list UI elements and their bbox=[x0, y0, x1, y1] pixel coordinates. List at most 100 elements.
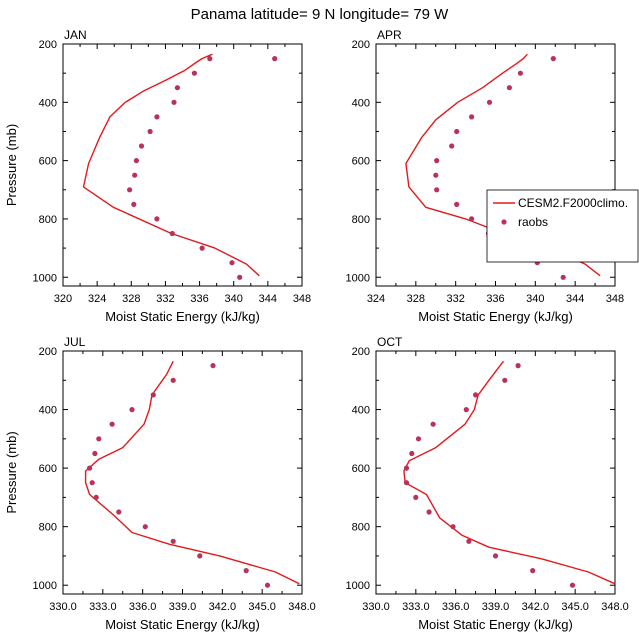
x-tick-label: 348 bbox=[293, 293, 311, 305]
raobs-point bbox=[454, 201, 460, 207]
x-tick-label: 324 bbox=[367, 293, 385, 305]
plot-frame bbox=[62, 350, 303, 595]
y-tick-label: 200 bbox=[39, 346, 57, 358]
raobs-point bbox=[116, 509, 122, 515]
legend: CESM2.F2000climo. raobs bbox=[486, 189, 639, 263]
raobs-point bbox=[210, 363, 216, 369]
raobs-point bbox=[174, 85, 180, 91]
raobs-point bbox=[197, 553, 203, 559]
x-axis-label: Moist Static Energy (kJ/kg) bbox=[418, 617, 573, 632]
raobs-point bbox=[133, 158, 139, 164]
panel-jan: JAN 320 324 328 332 336 340 344 348 200 400 600 800 1… bbox=[4, 28, 311, 324]
raobs-point bbox=[207, 56, 213, 62]
raobs-point bbox=[530, 568, 536, 574]
raobs-point bbox=[243, 568, 249, 574]
x-tick-label: 344 bbox=[259, 293, 277, 305]
raobs-point bbox=[138, 143, 145, 149]
y-tick-label: 200 bbox=[352, 39, 370, 51]
raobs-point bbox=[463, 407, 469, 413]
raobs-point bbox=[89, 480, 95, 486]
y-tick-label: 1000 bbox=[33, 580, 57, 592]
x-axis-label: Moist Static Energy (kJ/kg) bbox=[105, 309, 260, 324]
panel-apr: APR 324 328 332 336 340 344 348 200 400 600 800 1000… bbox=[346, 28, 625, 324]
x-tick-label: 342.0 bbox=[522, 601, 550, 613]
y-tick-label: 600 bbox=[352, 156, 370, 168]
x-tick-label: 345.0 bbox=[248, 601, 276, 613]
raobs-point bbox=[506, 85, 512, 91]
raobs-point bbox=[515, 363, 521, 369]
raobs-point bbox=[469, 114, 475, 120]
x-tick-label: 328 bbox=[407, 293, 425, 305]
model-profile-line bbox=[82, 53, 260, 277]
raobs-point bbox=[264, 582, 271, 588]
x-tick-label: 336 bbox=[190, 293, 208, 305]
raobs-point bbox=[466, 538, 472, 544]
y-tick-label: 400 bbox=[352, 405, 370, 417]
raobs-point bbox=[560, 274, 566, 280]
y-tick-label: 400 bbox=[39, 405, 57, 417]
raobs-point bbox=[170, 377, 176, 383]
raobs-point bbox=[92, 450, 98, 457]
raobs-point bbox=[150, 392, 156, 398]
y-tick-label: 400 bbox=[352, 97, 370, 109]
x-tick-label: 340 bbox=[225, 293, 243, 305]
raobs-point bbox=[403, 465, 410, 471]
legend-obs-swatch bbox=[501, 219, 507, 225]
legend-model-label: CESM2.F2000climo. bbox=[518, 196, 628, 210]
raobs-point bbox=[413, 494, 419, 500]
raobs-point bbox=[469, 216, 475, 222]
legend-box bbox=[486, 189, 639, 263]
y-tick-label: 600 bbox=[39, 463, 57, 475]
x-tick-label: 339.0 bbox=[169, 601, 197, 613]
panel-label: JUL bbox=[64, 335, 86, 349]
panel-jul: JUL 330.0 333.0 336.0 339.0 342.0 345.0 348.0 20… bbox=[4, 335, 316, 632]
raobs-point bbox=[403, 480, 410, 486]
panels: JAN 320 324 328 332 336 340 344 348 200 400 600 800 1… bbox=[4, 28, 629, 632]
raobs-point bbox=[486, 99, 493, 105]
raobs-point bbox=[237, 274, 243, 280]
raobs-point bbox=[433, 172, 439, 178]
y-tick-label: 600 bbox=[39, 156, 57, 168]
raobs-point bbox=[492, 553, 499, 559]
raobs-point bbox=[87, 465, 93, 471]
raobs-point bbox=[142, 524, 148, 530]
x-tick-label: 336.0 bbox=[129, 601, 157, 613]
model-profile-line bbox=[403, 360, 616, 585]
raobs-point bbox=[127, 187, 133, 193]
raobs-point bbox=[171, 99, 177, 105]
raobs-point bbox=[415, 436, 422, 442]
panel-oct: OCT 330.0 333.0 336.0 339.0 342.0 345.0 348.0 20… bbox=[346, 335, 629, 632]
raobs-point bbox=[147, 128, 153, 135]
x-tick-label: 348.0 bbox=[288, 601, 316, 613]
raobs-point bbox=[129, 407, 135, 413]
y-axis-label: Pressure (mb) bbox=[4, 124, 19, 206]
x-tick-label: 328 bbox=[122, 293, 140, 305]
raobs-point bbox=[426, 509, 432, 515]
raobs-point bbox=[517, 70, 524, 76]
raobs-point bbox=[96, 436, 102, 442]
y-tick-label: 800 bbox=[352, 214, 370, 226]
x-tick-label: 332 bbox=[446, 293, 464, 305]
x-tick-label: 336.0 bbox=[442, 601, 470, 613]
raobs-point bbox=[199, 245, 205, 251]
panel-label: OCT bbox=[377, 335, 403, 349]
panel-label: JAN bbox=[64, 28, 87, 42]
y-tick-label: 1000 bbox=[346, 580, 370, 592]
raobs-point bbox=[169, 230, 175, 237]
x-tick-label: 333.0 bbox=[402, 601, 430, 613]
y-tick-label: 800 bbox=[352, 522, 370, 534]
raobs-point bbox=[154, 114, 160, 120]
raobs-point bbox=[550, 56, 556, 62]
x-tick-label: 330.0 bbox=[49, 601, 77, 613]
raobs-point bbox=[170, 538, 176, 544]
y-tick-label: 1000 bbox=[33, 272, 57, 284]
y-tick-label: 600 bbox=[352, 463, 370, 475]
x-tick-label: 320 bbox=[54, 293, 72, 305]
y-tick-label: 400 bbox=[39, 97, 57, 109]
legend-obs-label: raobs bbox=[518, 215, 548, 229]
y-tick-label: 200 bbox=[352, 346, 370, 358]
y-tick-label: 800 bbox=[39, 522, 57, 534]
raobs-point bbox=[154, 216, 160, 222]
raobs-point bbox=[191, 70, 197, 76]
y-tick-label: 200 bbox=[39, 39, 57, 51]
